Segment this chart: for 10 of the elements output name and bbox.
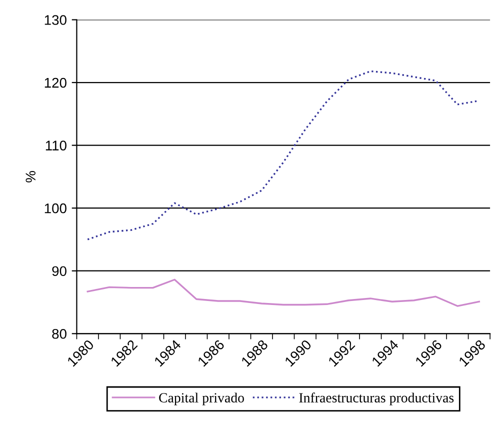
- y-tick-label: 120: [44, 78, 66, 88]
- y-axis-title: %: [26, 171, 36, 182]
- legend-label: Capital privado: [159, 392, 244, 406]
- y-tick-label: 90: [52, 266, 66, 276]
- line-series: [86, 278, 480, 307]
- y-tick-label: 80: [52, 328, 66, 339]
- y-tick-label: 100: [44, 203, 66, 214]
- y-tick-label: 110: [46, 140, 66, 150]
- legend-label: Infraestructuras productivas: [299, 392, 454, 406]
- y-tick-label: 130: [44, 15, 66, 25]
